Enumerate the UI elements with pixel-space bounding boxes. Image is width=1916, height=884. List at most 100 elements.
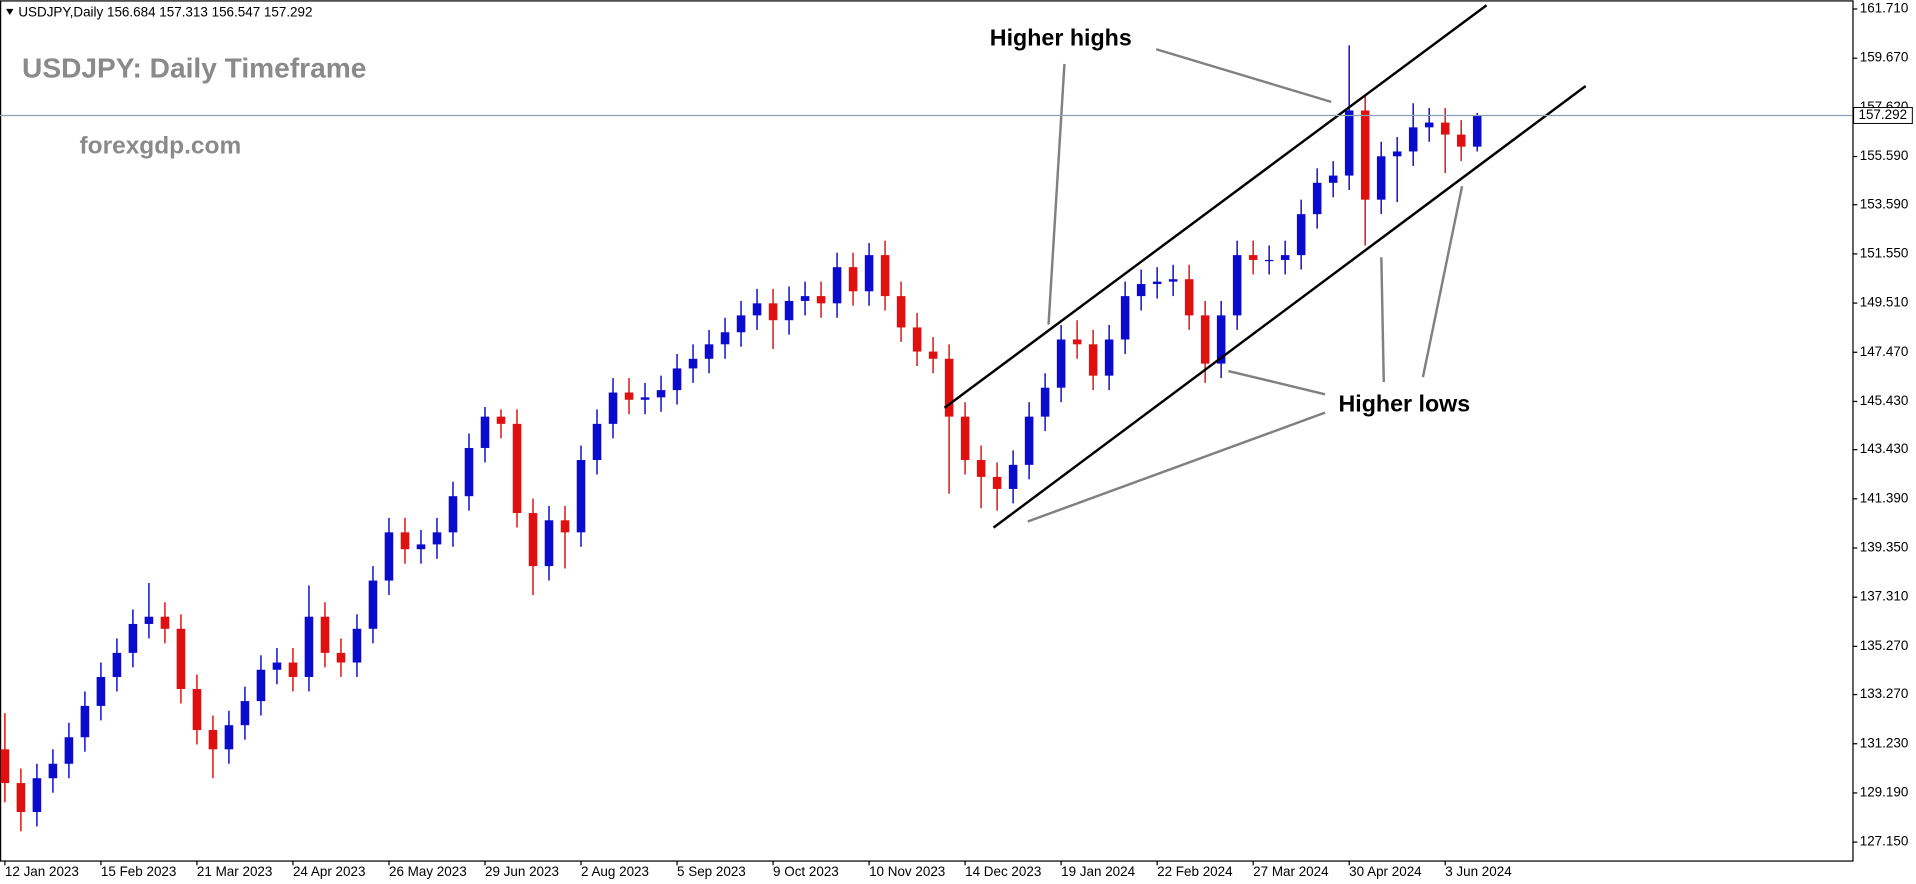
candle-body <box>1456 134 1466 147</box>
candle-body <box>1088 344 1098 376</box>
candle-body <box>256 669 266 702</box>
candle-body <box>320 616 330 653</box>
candle-body <box>1360 110 1370 200</box>
candle-body <box>1344 110 1354 176</box>
candle-body <box>144 616 154 624</box>
x-tick-label: 22 Feb 2024 <box>1157 864 1233 879</box>
candle-body <box>608 392 618 424</box>
x-tick-label: 19 Jan 2024 <box>1061 864 1135 879</box>
pointer <box>1047 63 1066 325</box>
candle-body <box>208 730 218 750</box>
candle-body <box>224 725 234 750</box>
y-tick-label: 145.430 <box>1860 393 1909 408</box>
x-tick-label: 5 Sep 2023 <box>677 864 746 879</box>
pointer <box>1228 369 1326 396</box>
y-tick-label: 159.670 <box>1860 50 1909 65</box>
candle-body <box>1328 175 1338 183</box>
y-tick-label: 135.270 <box>1860 638 1909 653</box>
candle-body <box>1024 416 1034 465</box>
candle-body <box>544 520 554 567</box>
candle-body <box>720 332 730 345</box>
candle-body <box>16 783 26 812</box>
high: 157.313 <box>159 4 208 19</box>
candle-body <box>1232 255 1242 316</box>
close: 157.292 <box>264 4 313 19</box>
pointer <box>1027 411 1326 523</box>
x-tick-label: 30 Apr 2024 <box>1349 864 1422 879</box>
candle-body <box>96 676 106 706</box>
open: 156.684 <box>107 4 156 19</box>
candle-body <box>1440 122 1450 135</box>
candle-body <box>832 267 842 304</box>
header: USDJPY,Daily 156.684 157.313 156.547 157… <box>18 4 312 19</box>
y-tick-label: 139.350 <box>1860 540 1909 555</box>
candle-body <box>896 296 906 328</box>
candle-body <box>528 513 538 567</box>
candle-body <box>384 532 394 581</box>
candle-body <box>1072 339 1082 345</box>
candle-body <box>768 303 778 321</box>
candle-body <box>1184 279 1194 316</box>
y-tick-label: 143.430 <box>1860 441 1909 456</box>
x-tick-label: 2 Aug 2023 <box>581 864 649 879</box>
y-tick-label: 129.190 <box>1860 784 1909 799</box>
candle-body <box>1424 122 1434 128</box>
candle-body <box>880 255 890 297</box>
y-tick-label: 149.510 <box>1860 295 1909 310</box>
candle-body <box>960 416 970 461</box>
candle-body <box>752 303 762 316</box>
candle-body <box>176 628 186 690</box>
channel-upper <box>943 4 1488 409</box>
y-tick-label: 133.270 <box>1860 686 1909 701</box>
candle-body <box>592 423 602 461</box>
y-tick-label: 155.590 <box>1860 148 1909 163</box>
candle-body <box>1136 284 1146 297</box>
pointer <box>1380 257 1386 383</box>
y-tick-label: 151.550 <box>1860 245 1909 260</box>
candle-body <box>1120 296 1130 340</box>
x-tick-label: 24 Apr 2023 <box>293 864 365 879</box>
candle-body <box>1168 279 1178 282</box>
candle-body <box>352 628 362 663</box>
y-tick-label: 127.150 <box>1860 834 1909 849</box>
annotation: Higher highs <box>990 25 1132 51</box>
x-tick-label: 15 Feb 2023 <box>101 864 176 879</box>
x-tick-label: 29 Jun 2023 <box>485 864 559 879</box>
candle-body <box>640 397 650 400</box>
annotation-pointers <box>1027 48 1464 523</box>
candle-body <box>1008 464 1018 489</box>
candle-body <box>976 460 986 477</box>
candle-body <box>624 392 634 400</box>
candle-body <box>1376 156 1386 200</box>
candle-body <box>112 652 122 677</box>
candle-body <box>416 544 426 550</box>
candle-body <box>736 315 746 333</box>
candle-body <box>1248 255 1258 260</box>
x-tick-label: 21 Mar 2023 <box>197 864 272 879</box>
candle-body <box>400 532 410 550</box>
candle-body <box>240 701 250 726</box>
candle-body <box>80 705 90 738</box>
candle-body <box>1216 315 1226 364</box>
x-tick-label: 9 Oct 2023 <box>773 864 839 879</box>
y-tick-label: 161.710 <box>1860 1 1909 16</box>
candle-body <box>1408 127 1418 152</box>
candle-body <box>1472 115 1482 147</box>
channel <box>943 4 1587 529</box>
candle-body <box>496 416 506 424</box>
x-tick-label: 3 Jun 2024 <box>1445 864 1512 879</box>
candle-body <box>432 532 442 545</box>
candle-body <box>576 460 586 533</box>
candle-body <box>480 416 490 448</box>
channel-lower <box>992 84 1587 529</box>
candle-body <box>368 580 378 629</box>
y-tick-label: 153.590 <box>1860 196 1909 211</box>
x-tick-label: 26 May 2023 <box>389 864 467 879</box>
header-icon <box>6 8 14 15</box>
candle-body <box>816 296 826 304</box>
chart-title: USDJPY: Daily Timeframe <box>22 52 366 83</box>
candle-body <box>784 300 794 321</box>
candle-body <box>1104 339 1114 376</box>
